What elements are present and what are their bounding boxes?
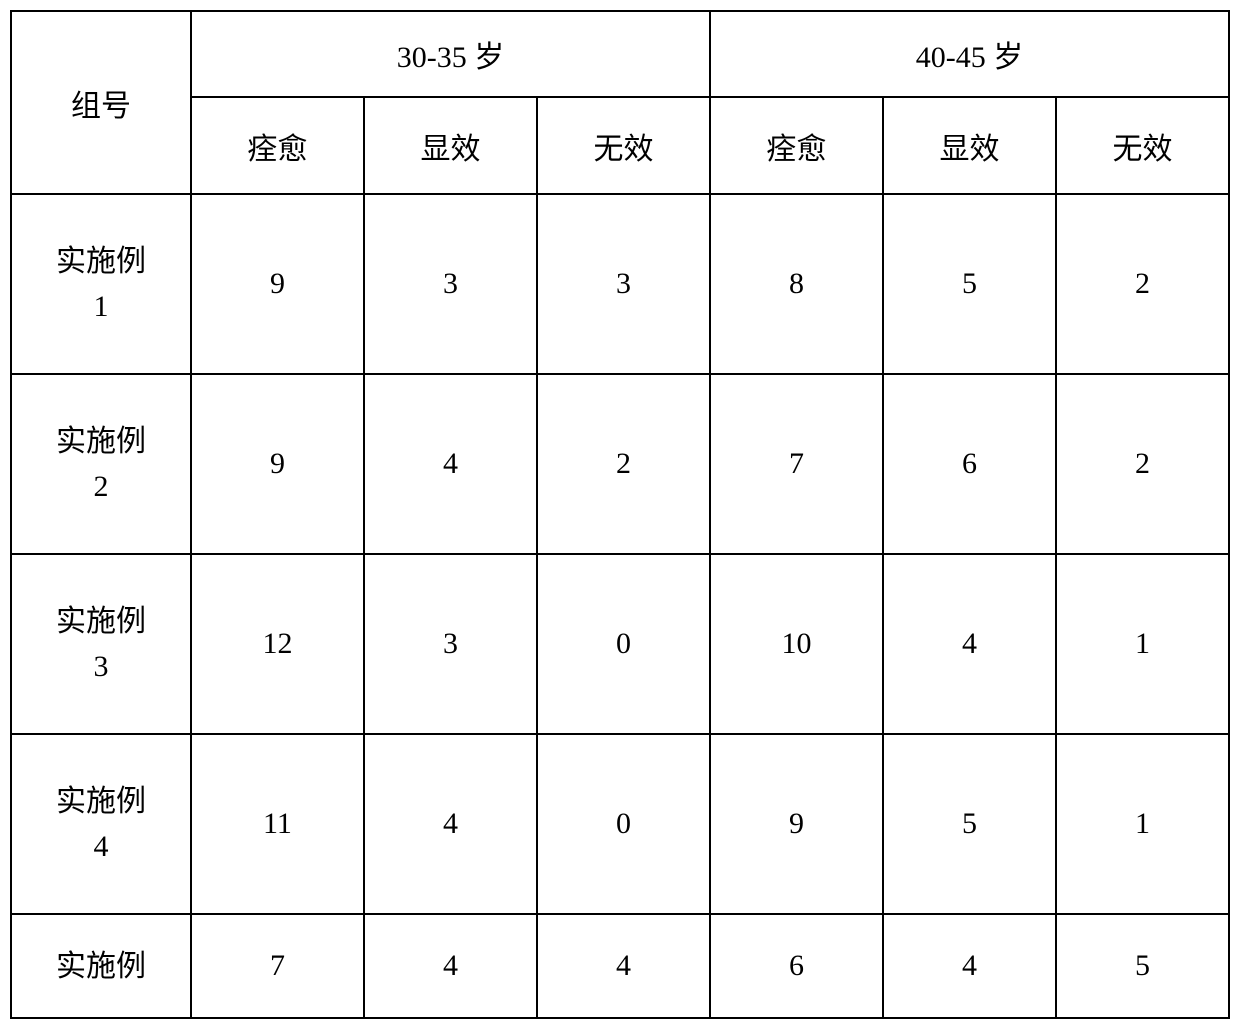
sub-header-0-1: 显效 (364, 97, 537, 194)
data-cell: 7 (710, 374, 883, 554)
data-cell: 9 (710, 734, 883, 914)
data-cell: 9 (191, 194, 364, 374)
data-cell: 9 (191, 374, 364, 554)
sub-header-1-2: 无效 (1056, 97, 1229, 194)
results-table: 组号 30-35 岁 40-45 岁 痊愈 显效 无效 痊愈 显效 无效 实施例… (10, 10, 1230, 1019)
data-cell: 0 (537, 734, 710, 914)
data-cell: 4 (364, 914, 537, 1018)
table-header-row-2: 痊愈 显效 无效 痊愈 显效 无效 (11, 97, 1229, 194)
row-label: 实施例 2 (11, 374, 191, 554)
row-label-line2: 1 (94, 284, 109, 329)
data-cell: 4 (883, 914, 1056, 1018)
data-cell: 2 (1056, 194, 1229, 374)
table-row: 实施例 7 4 4 6 4 5 (11, 914, 1229, 1018)
data-cell: 10 (710, 554, 883, 734)
row-label-line1: 实施例 (56, 779, 146, 824)
table-row: 实施例 1 9 3 3 8 5 2 (11, 194, 1229, 374)
data-cell: 12 (191, 554, 364, 734)
data-cell: 6 (710, 914, 883, 1018)
row-label-line1: 实施例 (56, 599, 146, 644)
row-label-line2: 3 (94, 644, 109, 689)
row-label-line2: 2 (94, 464, 109, 509)
data-cell: 5 (883, 194, 1056, 374)
row-label-line2: 4 (94, 824, 109, 869)
data-cell: 3 (537, 194, 710, 374)
row-label: 实施例 3 (11, 554, 191, 734)
table-row: 实施例 2 9 4 2 7 6 2 (11, 374, 1229, 554)
sub-header-1-1: 显效 (883, 97, 1056, 194)
table-header-row-1: 组号 30-35 岁 40-45 岁 (11, 11, 1229, 97)
age-group-header-0: 30-35 岁 (191, 11, 710, 97)
group-header-cell: 组号 (11, 11, 191, 194)
data-cell: 0 (537, 554, 710, 734)
table-row: 实施例 4 11 4 0 9 5 1 (11, 734, 1229, 914)
data-cell: 6 (883, 374, 1056, 554)
sub-header-0-2: 无效 (537, 97, 710, 194)
data-cell: 1 (1056, 734, 1229, 914)
row-label: 实施例 4 (11, 734, 191, 914)
data-cell: 1 (1056, 554, 1229, 734)
data-cell: 7 (191, 914, 364, 1018)
data-cell: 4 (537, 914, 710, 1018)
data-cell: 5 (1056, 914, 1229, 1018)
data-cell: 3 (364, 194, 537, 374)
row-label: 实施例 1 (11, 194, 191, 374)
data-cell: 3 (364, 554, 537, 734)
row-label-line1: 实施例 (56, 239, 146, 284)
data-cell: 2 (1056, 374, 1229, 554)
data-cell: 4 (364, 374, 537, 554)
table-row: 实施例 3 12 3 0 10 4 1 (11, 554, 1229, 734)
data-cell: 5 (883, 734, 1056, 914)
data-cell: 11 (191, 734, 364, 914)
data-cell: 2 (537, 374, 710, 554)
row-label-line1: 实施例 (56, 944, 146, 989)
age-group-header-1: 40-45 岁 (710, 11, 1229, 97)
data-cell: 8 (710, 194, 883, 374)
sub-header-0-0: 痊愈 (191, 97, 364, 194)
data-cell: 4 (364, 734, 537, 914)
row-label: 实施例 (11, 914, 191, 1018)
row-label-line1: 实施例 (56, 419, 146, 464)
sub-header-1-0: 痊愈 (710, 97, 883, 194)
data-cell: 4 (883, 554, 1056, 734)
